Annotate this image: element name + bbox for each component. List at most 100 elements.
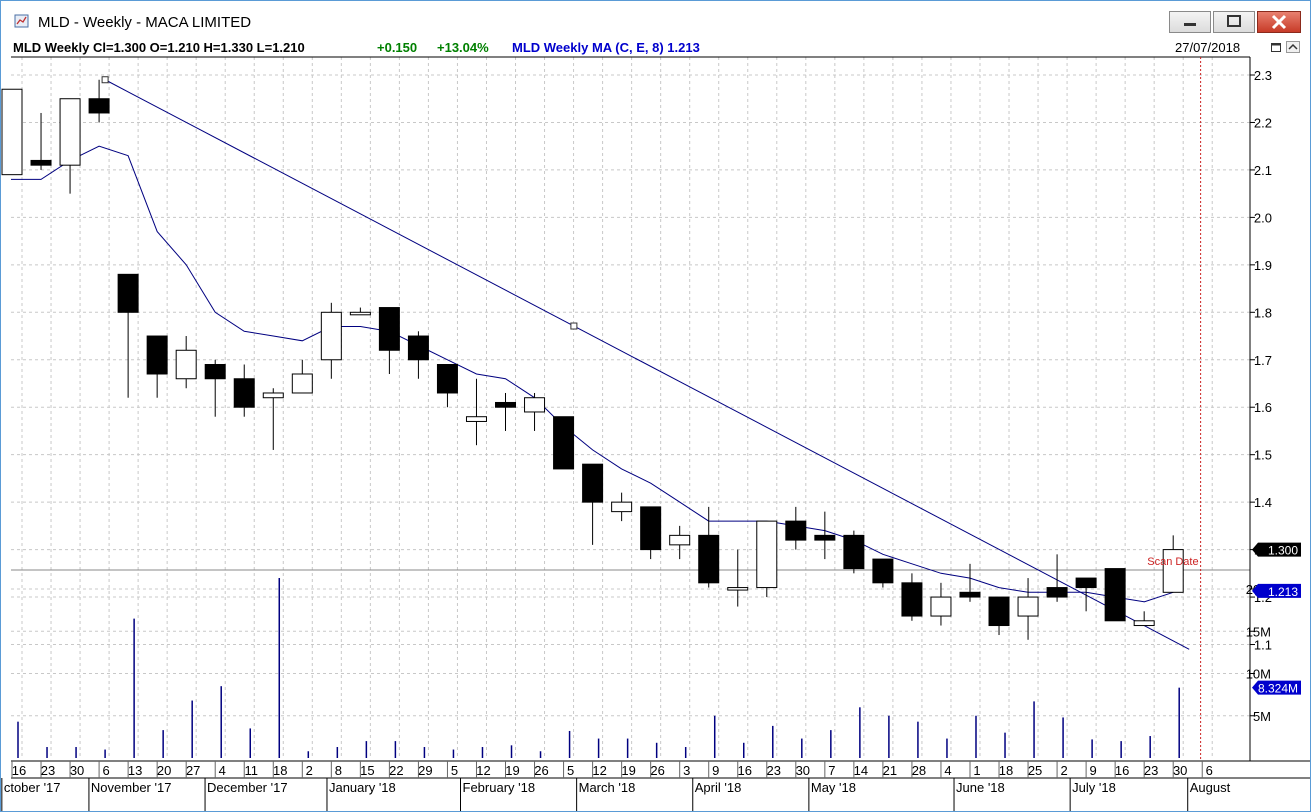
- month-label: August: [1190, 780, 1231, 795]
- month-label: March '18: [579, 780, 636, 795]
- trendline: [104, 79, 1190, 650]
- volume-badge-shape: [1252, 680, 1301, 695]
- volume-tick-label: 15M: [1246, 624, 1271, 639]
- y-tick-label: 2.1: [1254, 163, 1272, 178]
- scan-date-label: Scan Date: [1147, 556, 1198, 568]
- x-tick-label: 29: [418, 763, 432, 778]
- candle-body: [465, 416, 487, 422]
- x-tick-label: 1: [973, 763, 980, 778]
- x-tick-label: 16: [12, 763, 26, 778]
- x-tick-label: 5: [451, 763, 458, 778]
- x-tick-label: 13: [128, 763, 142, 778]
- y-tick-label: 1.8: [1254, 305, 1272, 320]
- moving-average-readout: MLD Weekly MA (C, E, 8) 1.213: [512, 40, 700, 55]
- x-tick-label: 23: [1144, 763, 1158, 778]
- indicator-lines: [11, 76, 1190, 650]
- candle-body: [1162, 549, 1184, 593]
- restore-pane-icon[interactable]: [1271, 43, 1281, 52]
- y-tick-label: 1.4: [1254, 495, 1272, 510]
- x-tick-label: 30: [796, 763, 810, 778]
- candle-body: [495, 401, 517, 408]
- moving-average-line: [11, 145, 1174, 603]
- x-tick-label: 16: [738, 763, 752, 778]
- x-tick-label: 5: [567, 763, 574, 778]
- title-bar[interactable]: MLD - Weekly - MACA LIMITED: [1, 1, 1310, 39]
- minimize-button[interactable]: [1169, 11, 1211, 33]
- current-date: 27/07/2018: [1175, 40, 1241, 55]
- volume-tick-label: 5M: [1253, 709, 1271, 724]
- x-tick-label: 4: [944, 763, 951, 778]
- x-tick-label: 19: [621, 763, 635, 778]
- candle-body: [291, 373, 313, 394]
- candle-body: [901, 582, 923, 617]
- ma-value-badge-shape: [1252, 583, 1301, 598]
- trendline-anchor-marker: [570, 322, 578, 330]
- candle-body: [204, 364, 226, 380]
- candle-body: [88, 98, 110, 114]
- volume-badge: 8.324M: [1252, 680, 1301, 696]
- x-tick-label: 18: [999, 763, 1013, 778]
- volume-badge-label: 8.324M: [1258, 682, 1298, 696]
- volume-bars: [17, 578, 1180, 758]
- x-tick-label: 21: [883, 763, 897, 778]
- x-tick-label: 2: [1060, 763, 1067, 778]
- candle-body: [233, 378, 255, 408]
- candle-body: [756, 520, 778, 589]
- candle-body: [30, 159, 52, 166]
- x-tick-label: 4: [219, 763, 226, 778]
- candle-body: [640, 506, 662, 551]
- y-tick-label: 2.3: [1254, 68, 1272, 83]
- volume-tick-label: 10M: [1246, 667, 1271, 682]
- candlesticks: [1, 79, 1184, 640]
- month-label: January '18: [329, 780, 396, 795]
- x-tick-label: 12: [592, 763, 606, 778]
- x-tick-label: 9: [1089, 763, 1096, 778]
- x-tick-label: 15: [360, 763, 374, 778]
- month-label: December '17: [207, 780, 288, 795]
- candle-body: [349, 311, 371, 316]
- ma-value-badge: 1.213: [1252, 583, 1301, 599]
- candle-body: [843, 534, 865, 570]
- candle-body: [262, 392, 284, 399]
- y-tick-label: 1.5: [1254, 448, 1272, 463]
- x-tick-label: 9: [712, 763, 719, 778]
- x-tick-label: 30: [70, 763, 84, 778]
- chart-frame: [11, 56, 1310, 779]
- y-tick-label: 1.1: [1254, 638, 1272, 653]
- scroll-up-arrow-icon[interactable]: [1286, 41, 1300, 53]
- maximize-button[interactable]: [1213, 11, 1255, 33]
- close-icon: [1271, 14, 1287, 30]
- minimize-icon: [1184, 23, 1196, 26]
- window-title: MLD - Weekly - MACA LIMITED: [38, 14, 252, 31]
- month-label: November '17: [91, 780, 172, 795]
- x-tick-label: 25: [1028, 763, 1042, 778]
- y-tick-label: 2.0: [1254, 210, 1272, 225]
- x-tick-label: 16: [1115, 763, 1129, 778]
- candle-body: [524, 397, 546, 413]
- price-change: +0.150: [377, 40, 418, 55]
- grid-lines: [11, 57, 1250, 758]
- x-tick-label: 27: [186, 763, 200, 778]
- x-tick-label: 12: [476, 763, 490, 778]
- x-tick-label: 28: [912, 763, 926, 778]
- x-tick-label: 30: [1173, 763, 1187, 778]
- candle-body: [1104, 568, 1126, 622]
- close-button[interactable]: [1257, 11, 1301, 33]
- candle-body: [727, 587, 749, 591]
- candle-body: [611, 501, 633, 513]
- y-tick-label: 1.7: [1254, 353, 1272, 368]
- x-tick-label: 7: [828, 763, 835, 778]
- price-change-percent: +13.04%: [437, 40, 489, 55]
- y-tick-label: 1.6: [1254, 400, 1272, 415]
- y-tick-label: 1.9: [1254, 258, 1272, 273]
- last-price-badge-label: 1.300: [1268, 544, 1298, 558]
- candle-body: [320, 311, 342, 361]
- x-tick-label: 19: [505, 763, 519, 778]
- candle-body: [582, 463, 604, 503]
- candle-body: [146, 335, 168, 375]
- x-tick-label: 23: [767, 763, 781, 778]
- x-tick-label: 2: [306, 763, 313, 778]
- candle-body: [959, 591, 981, 598]
